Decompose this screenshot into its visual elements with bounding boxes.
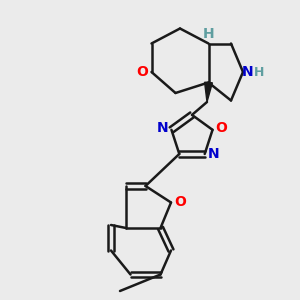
Text: N: N — [207, 147, 219, 161]
Text: O: O — [174, 196, 186, 209]
Text: H: H — [203, 27, 214, 41]
Text: N: N — [242, 65, 253, 79]
Text: O: O — [215, 121, 227, 135]
Text: O: O — [136, 65, 148, 79]
Polygon shape — [205, 82, 212, 102]
Text: N: N — [157, 121, 169, 135]
Text: H: H — [254, 66, 265, 79]
